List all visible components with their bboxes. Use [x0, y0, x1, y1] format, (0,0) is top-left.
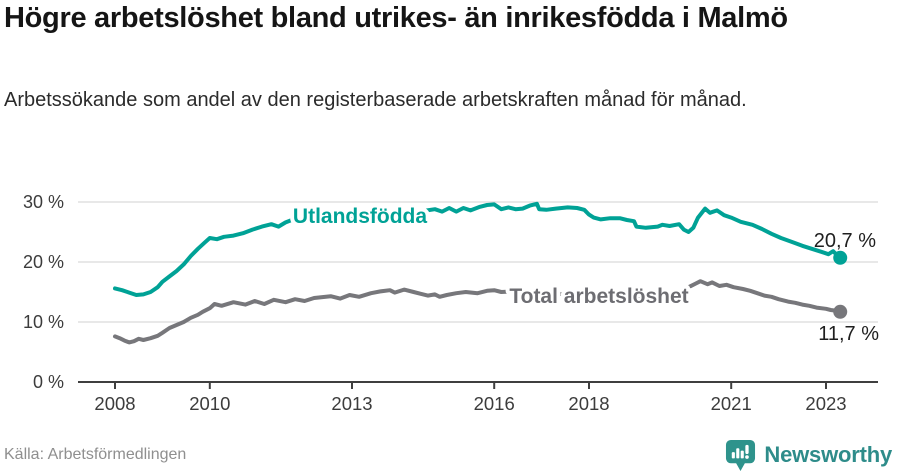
x-tick-label: 2021 — [711, 393, 752, 414]
page-subtitle: Arbetssökande som andel av den registerb… — [4, 89, 747, 111]
y-tick-label: 10 % — [23, 312, 64, 332]
series-end-dot-gray — [833, 304, 848, 319]
label-utlandsfodda: Utlandsfödda — [293, 205, 427, 228]
y-tick-label: 30 % — [23, 192, 64, 212]
source-note: Källa: Arbetsförmedlingen — [4, 446, 187, 463]
y-tick-label: 0 % — [33, 372, 64, 392]
series-end-dot-teal — [833, 250, 848, 265]
newsworthy-wordmark: Newsworthy — [764, 442, 892, 467]
x-tick-label: 2018 — [568, 393, 609, 414]
value-utlandsfodda: 20,7 % — [814, 230, 876, 252]
page-title: Högre arbetslöshet bland utrikes- än inr… — [4, 2, 788, 34]
label-total: Total arbetslöshet — [509, 285, 688, 308]
x-tick-label: 2013 — [331, 393, 372, 414]
newsworthy-logo: Newsworthy — [725, 438, 892, 472]
value-total: 11,7 % — [818, 323, 879, 345]
x-tick-label: 2023 — [805, 393, 846, 414]
x-tick-label: 2010 — [189, 393, 230, 414]
series-line-teal — [113, 201, 843, 297]
series-line-gray — [113, 279, 843, 345]
newsworthy-pin-icon — [726, 439, 756, 471]
x-tick-label: 2016 — [474, 393, 515, 414]
y-tick-label: 20 % — [23, 252, 64, 272]
x-tick-label: 2008 — [94, 393, 135, 414]
